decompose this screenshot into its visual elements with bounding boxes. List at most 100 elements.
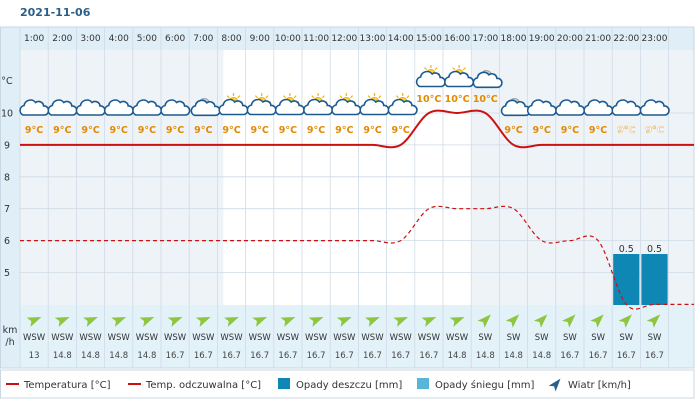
legend-label: Wiatr [km/h] — [568, 380, 631, 391]
temp-label: 10°C — [445, 94, 470, 105]
temp-label: 9°C — [335, 125, 353, 136]
wind-arrow-shape — [421, 316, 437, 327]
wind-arrow-shape — [224, 316, 239, 327]
hour-label: 7:00 — [193, 34, 213, 44]
wind-speed: 14.8 — [476, 351, 495, 361]
temperature-lines — [20, 109, 694, 310]
chart-frame — [0, 26, 695, 369]
wind-arrow-shape — [83, 316, 98, 327]
wind-arrow-icon — [111, 316, 127, 327]
sun-cloud-icon — [415, 65, 446, 88]
hour-label: 10:00 — [275, 34, 301, 44]
y-axis-panel — [0, 27, 20, 368]
wind-arrow-icon — [365, 316, 380, 327]
wind-direction: WSW — [23, 333, 46, 343]
wind-speed: 16.7 — [589, 351, 608, 361]
cloud-shape — [387, 98, 418, 116]
temp-label: 9°C — [645, 125, 663, 136]
wind-arrow-shape — [252, 316, 268, 327]
wind-arrow-icon — [505, 314, 520, 328]
wind-speed: 16.7 — [617, 351, 636, 361]
wind-direction: WSW — [136, 333, 159, 343]
wind-arrow-icon — [590, 314, 604, 328]
y-tick-label: 9 — [4, 140, 10, 151]
wind-direction: WSW — [361, 333, 384, 343]
wind-direction: WSW — [108, 333, 131, 343]
hour-label: 6:00 — [165, 34, 185, 44]
rain-value-label: 0.5 — [647, 244, 662, 255]
sun-ray — [367, 95, 371, 99]
temp-label: 9°C — [363, 125, 381, 136]
cloud-shape — [639, 99, 670, 116]
wind-row: km/h WSW 13 WSW 14.8 WSW 14.8 WSW 14.8 WSW 14.8 WSW… — [3, 314, 664, 361]
y-unit-label: °C — [1, 76, 13, 87]
y-tick-label: 7 — [4, 204, 10, 215]
wind-speed: 14.8 — [109, 351, 128, 361]
wind-arrow-shape — [646, 314, 661, 328]
legend: Temperatura [°C] Temp. odczuwalna [°C] Opa… — [0, 369, 695, 399]
sun-ray — [293, 95, 297, 99]
temp-label: 9°C — [589, 125, 607, 136]
temp-label: 9°C — [53, 125, 71, 136]
wind-direction: WSW — [390, 333, 413, 343]
wind-direction: SW — [619, 333, 633, 343]
hour-label: 14:00 — [388, 34, 414, 44]
temp-label: 9°C — [194, 125, 212, 136]
wind-arrow-shape — [533, 314, 548, 328]
temp-label: 9°C — [166, 125, 184, 136]
wind-speed: 14.8 — [53, 351, 72, 361]
chart-text: 2021-11-06 1:00 2:00 3:00 4:00 5:00 6:00 7:00 8:… — [1, 6, 668, 279]
wind-direction: WSW — [249, 333, 272, 343]
hour-label: 22:00 — [613, 34, 639, 44]
cloud-shape — [472, 71, 503, 89]
wind-arrow-shape — [477, 314, 491, 328]
wind-arrow-icon — [421, 316, 437, 327]
wind-speed: 14.8 — [81, 351, 100, 361]
sun-ray — [283, 95, 287, 99]
wind-arrow-icon — [224, 316, 239, 327]
wind-arrow-icon — [646, 314, 661, 328]
sun-ray — [462, 67, 466, 71]
sun-ray — [237, 95, 241, 99]
wind-direction: WSW — [418, 333, 441, 343]
legend-frame — [0, 369, 695, 399]
wind-arrow-icon — [477, 314, 491, 328]
temperature-line — [20, 109, 694, 149]
hour-label: 2:00 — [52, 34, 72, 44]
wind-direction: SW — [591, 333, 605, 343]
wind-speed: 16.7 — [391, 351, 410, 361]
temp-label: 9°C — [81, 125, 99, 136]
weather-icons — [19, 65, 670, 117]
wind-speed: 16.7 — [307, 351, 326, 361]
wind-speed: 16.7 — [222, 351, 241, 361]
wind-direction: WSW — [277, 333, 300, 343]
hour-label: 15:00 — [416, 34, 442, 44]
y-tick-label: 10 — [1, 109, 13, 120]
wind-icon — [548, 378, 561, 392]
wind-arrow-shape — [393, 316, 409, 327]
sun-ray — [311, 95, 315, 99]
cloud-icon — [639, 99, 670, 116]
wind-arrow-icon — [54, 316, 70, 327]
wind-arrow-icon — [139, 316, 155, 327]
temp-label: 9°C — [617, 125, 635, 136]
wind-arrow-shape — [111, 316, 127, 327]
cloud-moon-icon — [472, 70, 503, 89]
wind-arrow-icon — [252, 316, 268, 327]
wind-arrow-shape — [505, 314, 520, 328]
cloud-icon — [160, 99, 191, 116]
hour-label: 19:00 — [529, 34, 555, 44]
wind-direction: WSW — [51, 333, 74, 343]
temp-label: 10°C — [416, 94, 441, 105]
hour-label: 18:00 — [501, 34, 527, 44]
hour-label: 9:00 — [250, 34, 270, 44]
wind-unit-label: /h — [5, 337, 14, 348]
wind-speed: 14.8 — [137, 351, 156, 361]
wind-direction: WSW — [164, 333, 187, 343]
sun-cloud-icon — [274, 93, 305, 116]
rain-bar — [613, 254, 640, 305]
y-tick-label: 8 — [4, 172, 10, 183]
wind-direction: SW — [478, 333, 492, 343]
wind-direction: WSW — [220, 333, 243, 343]
